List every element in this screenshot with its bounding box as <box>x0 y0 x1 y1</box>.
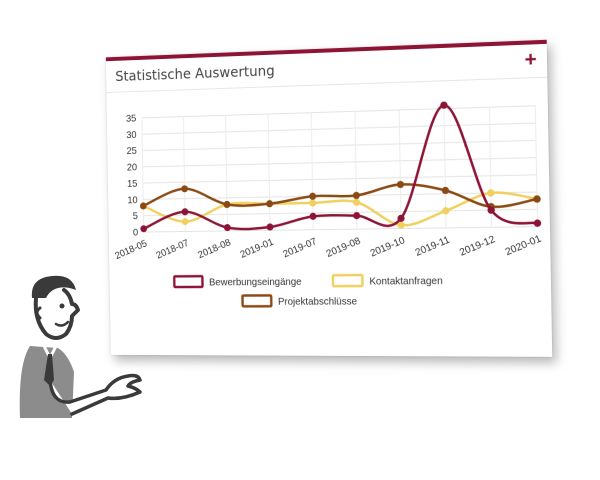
y-tick-label: 10 <box>127 195 138 206</box>
y-tick-label: 20 <box>127 162 138 173</box>
data-point <box>397 181 404 188</box>
y-tick-label: 25 <box>126 146 137 157</box>
x-tick-label: 2018-05 <box>114 238 150 262</box>
gridline-x <box>268 114 270 230</box>
statistics-widget: Statistische Auswertung + 0 5 10 15 20 25 30 35… <box>106 40 552 357</box>
x-tick-label: 2019-10 <box>369 235 407 260</box>
data-point <box>353 212 360 219</box>
x-tick-label: 2019-12 <box>458 234 497 259</box>
data-point <box>534 219 542 226</box>
data-point <box>309 199 316 206</box>
legend-swatch <box>333 275 363 286</box>
x-tick-label: 2018-07 <box>155 238 191 262</box>
line-chart: 0 5 10 15 20 25 30 35 2018-05 2018-07 2018-08 2019-… <box>106 44 552 357</box>
legend-label: Kontaktanfragen <box>369 276 443 288</box>
legend-label: Bewerbungseingänge <box>209 277 302 289</box>
gridline-y <box>142 106 536 118</box>
data-point <box>533 195 541 203</box>
legend-swatch <box>242 295 271 306</box>
x-tick-label: 2019-11 <box>414 234 452 258</box>
data-point <box>487 189 494 196</box>
x-tick-label: 2019-07 <box>282 236 319 260</box>
gridline-x <box>311 113 313 230</box>
data-point <box>182 218 189 225</box>
gridline-y <box>143 158 537 167</box>
data-point <box>182 208 189 215</box>
data-point <box>266 200 273 207</box>
y-tick-label: 5 <box>133 211 139 222</box>
data-point <box>224 201 231 208</box>
y-tick-label: 35 <box>126 113 137 124</box>
data-point <box>353 199 360 206</box>
person-presenting-icon <box>10 268 145 418</box>
x-tick-label: 2019-01 <box>239 237 276 261</box>
data-point <box>266 223 273 230</box>
data-point <box>442 207 449 214</box>
data-point <box>181 185 188 192</box>
gridline-y <box>142 140 536 150</box>
data-point <box>309 213 316 220</box>
x-tick-label: 2020-01 <box>504 233 543 258</box>
data-point <box>442 187 449 194</box>
data-point <box>353 192 360 199</box>
x-tick-label: 2018-08 <box>196 237 232 261</box>
gridline-x <box>355 111 357 229</box>
legend-swatch <box>174 276 202 287</box>
gridline-x <box>399 110 401 229</box>
series-line <box>142 102 538 230</box>
gridline-y <box>142 123 536 134</box>
data-point <box>309 193 316 200</box>
x-tick-label: 2019-08 <box>325 236 362 260</box>
data-point <box>224 224 231 231</box>
gridline-x <box>225 115 227 231</box>
legend-label: Projektabschlüsse <box>278 296 357 307</box>
gridline-x <box>142 118 144 232</box>
y-tick-label: 30 <box>126 130 137 141</box>
y-tick-label: 15 <box>127 179 138 190</box>
gridline-x <box>535 106 537 227</box>
gridline-y <box>144 227 538 232</box>
y-tick-label: 0 <box>133 228 139 239</box>
